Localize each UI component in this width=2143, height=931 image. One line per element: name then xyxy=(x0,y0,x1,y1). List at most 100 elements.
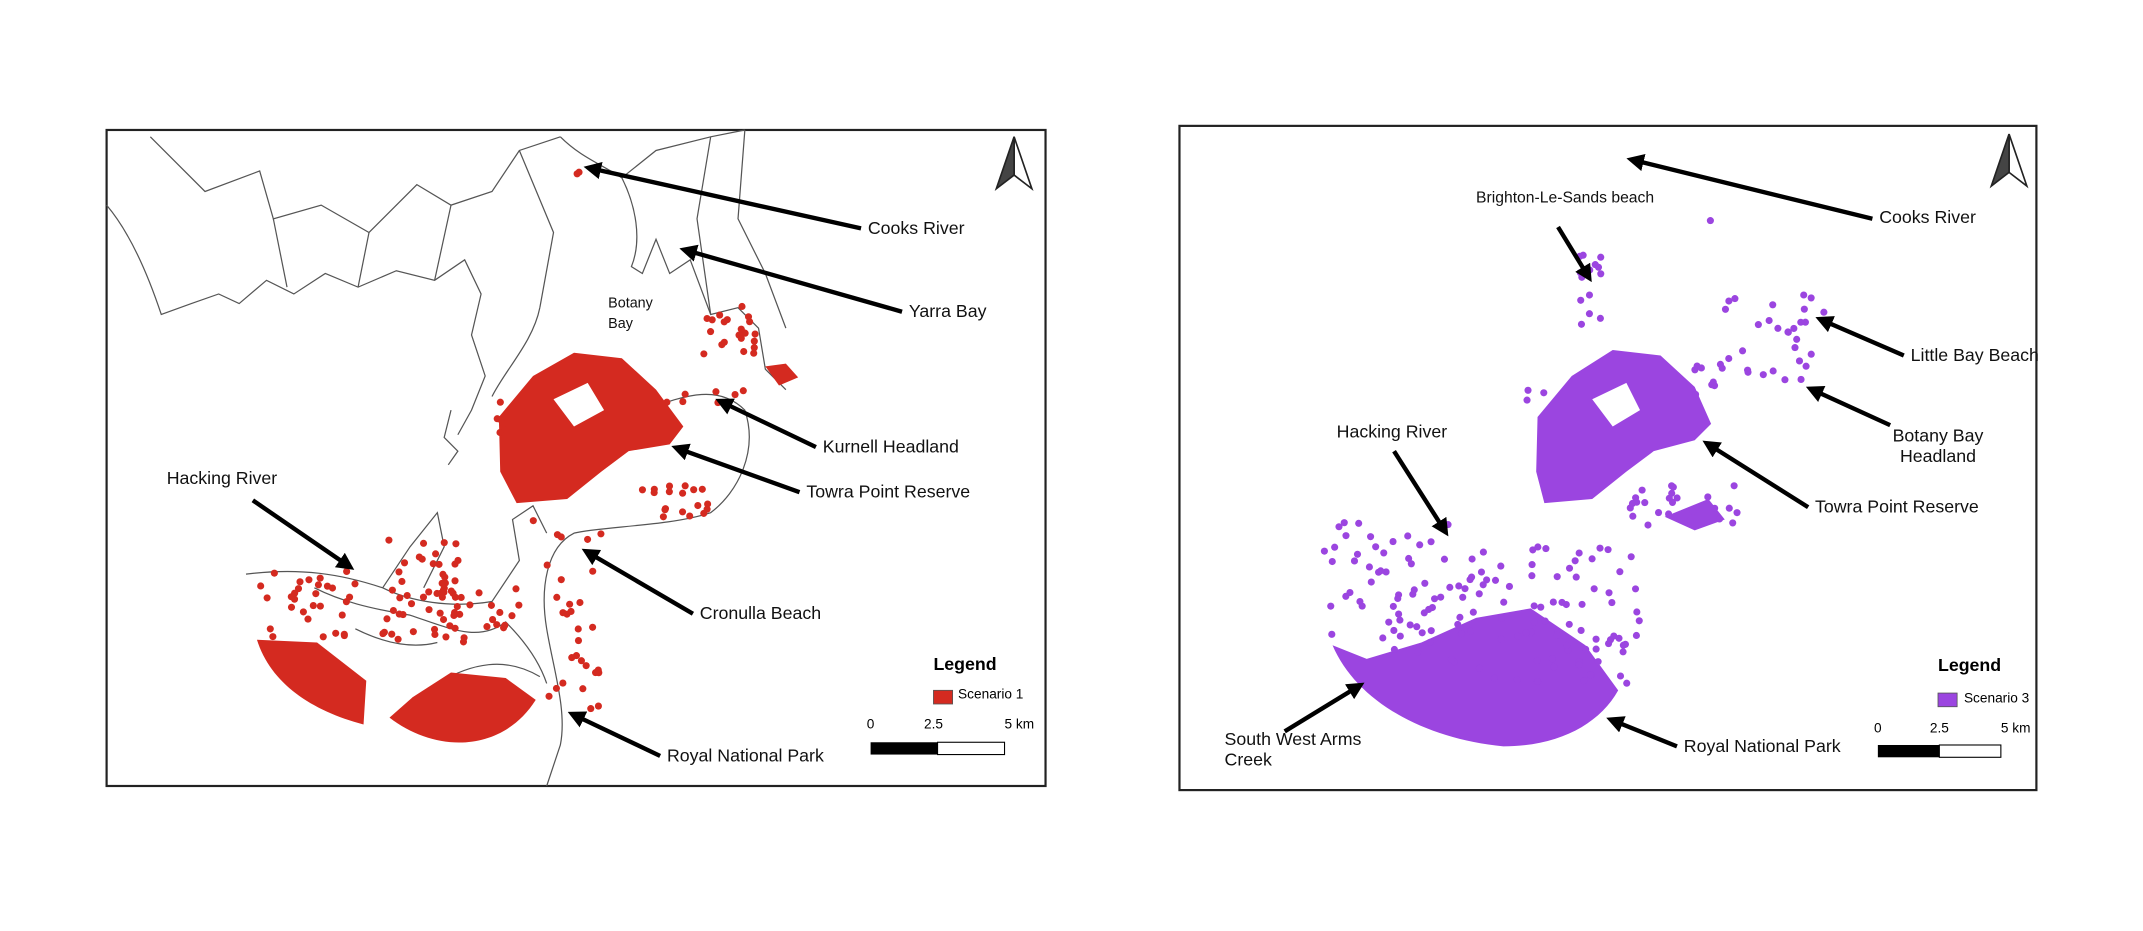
place-label: Royal National Park xyxy=(667,745,824,765)
hazard-dot xyxy=(1418,629,1426,637)
hazard-dot xyxy=(1331,543,1339,551)
hazard-dot xyxy=(332,629,340,637)
hazard-dot xyxy=(1537,603,1545,611)
hazard-dot xyxy=(557,576,565,584)
hazard-dot xyxy=(319,633,327,641)
hazard-dot xyxy=(1725,504,1733,512)
hazard-dot xyxy=(1405,554,1413,563)
hazard-dot xyxy=(1550,663,1558,671)
hazard-dot xyxy=(1428,603,1436,612)
hazard-dot xyxy=(440,539,448,547)
hazard-dot xyxy=(1571,557,1579,565)
hazard-dot xyxy=(738,302,746,311)
hazard-dot xyxy=(1342,532,1350,540)
legend-item: Scenario 1 xyxy=(958,687,1023,702)
hazard-dot xyxy=(576,598,584,607)
hazard-dot xyxy=(1490,674,1498,682)
hazard-dot xyxy=(703,314,711,323)
place-label: Towra Point Reserve xyxy=(1815,497,1979,517)
hazard-dot xyxy=(305,576,313,584)
hazard-dot xyxy=(559,679,567,687)
pointer-arrow xyxy=(715,398,817,450)
scale-label: 2.5 xyxy=(924,717,943,732)
hazard-dot xyxy=(508,612,516,620)
hazard-dot xyxy=(442,633,450,641)
hazard-dot xyxy=(1596,544,1604,552)
north-arrow xyxy=(994,136,1015,192)
hazard-dot xyxy=(1396,632,1404,640)
hazard-dot xyxy=(659,513,667,521)
hazard-dot xyxy=(1367,578,1375,586)
hazard-dot xyxy=(1447,656,1456,664)
place-label: Creek xyxy=(1225,749,1272,769)
hazard-dot xyxy=(1616,672,1625,680)
hazard-dot xyxy=(1575,661,1583,669)
hazard-dot xyxy=(453,602,461,611)
hazard-dot xyxy=(1340,519,1348,527)
legend-title: Legend xyxy=(933,654,996,674)
hazard-dot xyxy=(314,581,322,589)
hazard-dot xyxy=(1353,550,1362,558)
hazard-area xyxy=(256,639,367,725)
hazard-dot xyxy=(1668,498,1677,506)
hazard-dot xyxy=(1540,389,1548,397)
scale-bar xyxy=(1938,744,2002,758)
hazard-dot xyxy=(1455,582,1463,590)
hazard-dot xyxy=(1389,602,1397,610)
hazard-dot xyxy=(1585,310,1593,318)
hazard-dot xyxy=(496,608,504,617)
place-label: Cronulla Beach xyxy=(700,603,821,623)
hazard-dot xyxy=(338,611,346,619)
hazard-dot xyxy=(1491,576,1500,584)
hazard-dot xyxy=(1395,610,1403,618)
hazard-dot xyxy=(1644,521,1652,529)
hazard-dot xyxy=(1379,634,1387,642)
hazard-dot xyxy=(1407,560,1415,568)
hazard-dot xyxy=(1497,562,1505,570)
hazard-dot xyxy=(1382,568,1390,576)
hazard-dot xyxy=(592,669,600,677)
hazard-dots xyxy=(1320,217,1828,687)
hazard-dot xyxy=(1582,645,1590,653)
hazard-dot xyxy=(665,482,674,490)
hazard-dot xyxy=(1774,324,1782,332)
hazard-dot xyxy=(1467,627,1475,635)
hazard-dot xyxy=(1800,305,1808,313)
hazard-dot xyxy=(1365,563,1373,571)
hazard-dot xyxy=(457,593,465,602)
hazard-dot xyxy=(388,630,396,638)
hazard-dot xyxy=(270,569,278,577)
hazard-dot xyxy=(389,606,397,615)
place-label: Royal National Park xyxy=(1684,736,1841,756)
hazard-dot xyxy=(661,506,669,514)
hazard-dot xyxy=(679,489,687,497)
hazard-dot xyxy=(1807,350,1815,358)
scale-label: 5 km xyxy=(1005,717,1035,732)
hazard-dot xyxy=(1769,301,1777,309)
hazard-dot xyxy=(340,632,348,640)
hazard-dot xyxy=(665,488,673,496)
place-label: Little Bay Beach xyxy=(1911,345,2039,365)
hazard-dot xyxy=(454,556,462,564)
hazard-dot xyxy=(574,637,583,645)
hazard-dot xyxy=(1346,588,1354,597)
hazard-area xyxy=(765,363,799,386)
scale-label: 2.5 xyxy=(1930,721,1949,736)
scale-label: 0 xyxy=(1874,721,1882,736)
hazard-dot xyxy=(572,652,580,660)
hazard-dot xyxy=(587,705,595,713)
north-arrow xyxy=(1989,133,2010,189)
hazard-dot xyxy=(750,337,758,345)
pointer-arrow xyxy=(1815,316,1905,358)
hazard-dot xyxy=(1585,291,1594,299)
place-label: Botany Bay xyxy=(1893,426,1984,446)
hazard-dot xyxy=(515,601,523,609)
pointer-arrow xyxy=(1702,440,1810,510)
hazard-dot xyxy=(263,594,271,602)
hazard-dot xyxy=(559,609,567,617)
hazard-dot xyxy=(440,584,448,592)
hazard-dot xyxy=(396,594,404,602)
hazard-dot xyxy=(698,485,706,493)
hazard-dot xyxy=(681,390,689,398)
